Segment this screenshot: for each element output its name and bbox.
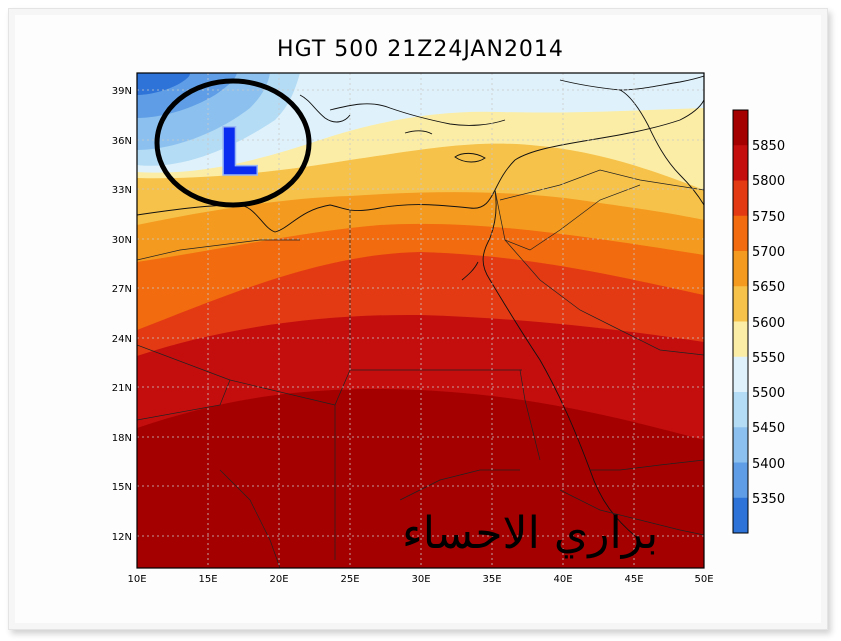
colorbar-swatch [733, 392, 748, 428]
lat-label: 36N [112, 136, 132, 147]
map-title: HGT 500 21Z24JAN2014 [277, 37, 564, 62]
colorbar-label: 5600 [752, 316, 785, 331]
height-field [137, 73, 704, 568]
colorbar-swatch [733, 286, 748, 322]
colorbar-swatch [733, 215, 748, 252]
colorbar-label: 5350 [752, 492, 785, 507]
lon-label: 15E [198, 574, 217, 585]
lat-label: 21N [112, 383, 132, 394]
lon-label: 30E [411, 574, 430, 585]
colorbar-label: 5850 [752, 139, 785, 154]
low-ring [154, 78, 312, 208]
lon-label: 45E [624, 574, 643, 585]
lon-label: 50E [694, 574, 713, 585]
colorbar-labels: 5850 5800 5750 5700 5650 5600 5550 5500 … [752, 139, 785, 507]
watermark-text: براري الاحساء [402, 508, 659, 559]
coastlines [137, 75, 704, 541]
lon-label: 25E [340, 574, 359, 585]
colorbar-swatch [733, 462, 748, 499]
lon-label: 35E [482, 574, 501, 585]
lon-axis: 10E 15E 20E 25E 30E 35E 40E 45E 50E [127, 574, 713, 585]
lat-label: 24N [112, 334, 132, 345]
colorbar-label: 5450 [752, 421, 785, 436]
colorbar-swatch [733, 356, 748, 393]
low-pressure-marker: L [154, 78, 312, 208]
plot-border [136, 72, 705, 569]
colorbar-swatch [733, 497, 748, 534]
colorbar-label: 5400 [752, 457, 785, 472]
lat-axis: 39N 36N 33N 30N 27N 24N 21N 18N 15N 12N [112, 86, 132, 543]
colorbar-swatch [733, 180, 748, 217]
lat-label: 39N [112, 86, 132, 97]
colorbar-swatch [733, 427, 748, 463]
lat-label: 30N [112, 235, 132, 246]
colorbar [732, 109, 749, 534]
colorbar-label: 5550 [752, 351, 785, 366]
band-5300 [137, 73, 190, 95]
colorbar-swatch [733, 321, 748, 358]
colorbar-border [732, 109, 749, 534]
lon-label: 20E [269, 574, 288, 585]
colorbar-swatch [733, 145, 748, 181]
country-borders [137, 169, 704, 568]
colorbar-label: 5650 [752, 280, 785, 295]
lat-label: 12N [112, 532, 132, 543]
colorbar-swatch [733, 110, 748, 146]
colorbar-swatch [733, 251, 748, 287]
colorbar-label: 5750 [752, 210, 785, 225]
low-letter: L [217, 114, 259, 191]
colorbar-label: 5500 [752, 386, 785, 401]
lat-label: 15N [112, 482, 132, 493]
lat-label: 18N [112, 433, 132, 444]
lat-label: 27N [112, 284, 132, 295]
lat-label: 33N [112, 185, 132, 196]
colorbar-label: 5800 [752, 174, 785, 189]
lon-label: 40E [553, 574, 572, 585]
lon-label: 10E [127, 574, 146, 585]
colorbar-label: 5700 [752, 245, 785, 260]
